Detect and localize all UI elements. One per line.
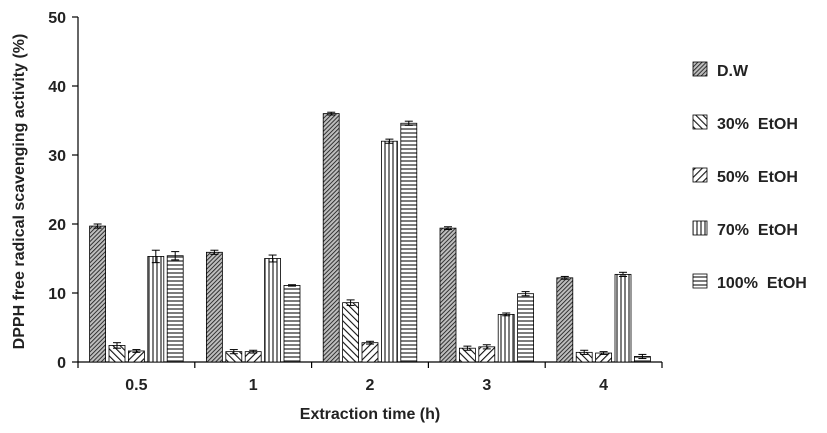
y-tick-label: 40 <box>48 79 66 96</box>
bar <box>497 313 515 363</box>
legend-swatch <box>692 273 708 289</box>
x-tick-label: 2 <box>366 377 375 394</box>
x-axis-title: Extraction time (h) <box>300 406 440 423</box>
legend-label: 100% EtOH <box>717 275 807 292</box>
legend-swatch <box>692 61 708 77</box>
bar <box>283 285 301 363</box>
y-tick-label: 0 <box>57 355 66 372</box>
x-axis: 0.5 1 2 3 4 <box>77 361 663 394</box>
x-tick-label: 1 <box>249 377 258 394</box>
bar <box>205 251 223 363</box>
bar <box>89 225 106 363</box>
legend-label: 50% EtOH <box>717 169 798 186</box>
bar <box>361 342 379 363</box>
y-tick-label: 50 <box>48 10 66 27</box>
legend-swatch <box>692 167 708 183</box>
bar <box>147 256 165 363</box>
bar <box>166 255 184 363</box>
bar <box>439 227 457 363</box>
bar <box>322 113 340 363</box>
bar <box>517 293 534 363</box>
y-tick-label: 20 <box>48 217 66 234</box>
bar <box>556 277 574 363</box>
bar <box>380 140 398 363</box>
legend-swatch <box>692 114 708 130</box>
bar <box>400 122 418 363</box>
y-tick-label: 30 <box>48 148 66 165</box>
y-axis: 0 10 20 30 40 50 <box>48 10 79 372</box>
y-axis-title: DPPH free radical scavenging activity (%… <box>11 34 28 350</box>
legend-swatch <box>692 220 708 236</box>
legend-label: D.W <box>717 63 749 80</box>
legend: D.W 30% EtOH 50% EtOH 70% EtOH 100% EtOH <box>692 61 807 292</box>
bar <box>614 273 632 363</box>
y-tick-label: 10 <box>48 286 66 303</box>
legend-label: 30% EtOH <box>717 116 798 133</box>
bar <box>264 258 282 363</box>
x-tick-label: 0.5 <box>125 377 147 394</box>
bars <box>89 111 651 363</box>
x-tick-label: 3 <box>482 377 491 394</box>
x-tick-label: 4 <box>599 377 608 394</box>
bar <box>342 302 360 363</box>
legend-label: 70% EtOH <box>717 222 798 239</box>
